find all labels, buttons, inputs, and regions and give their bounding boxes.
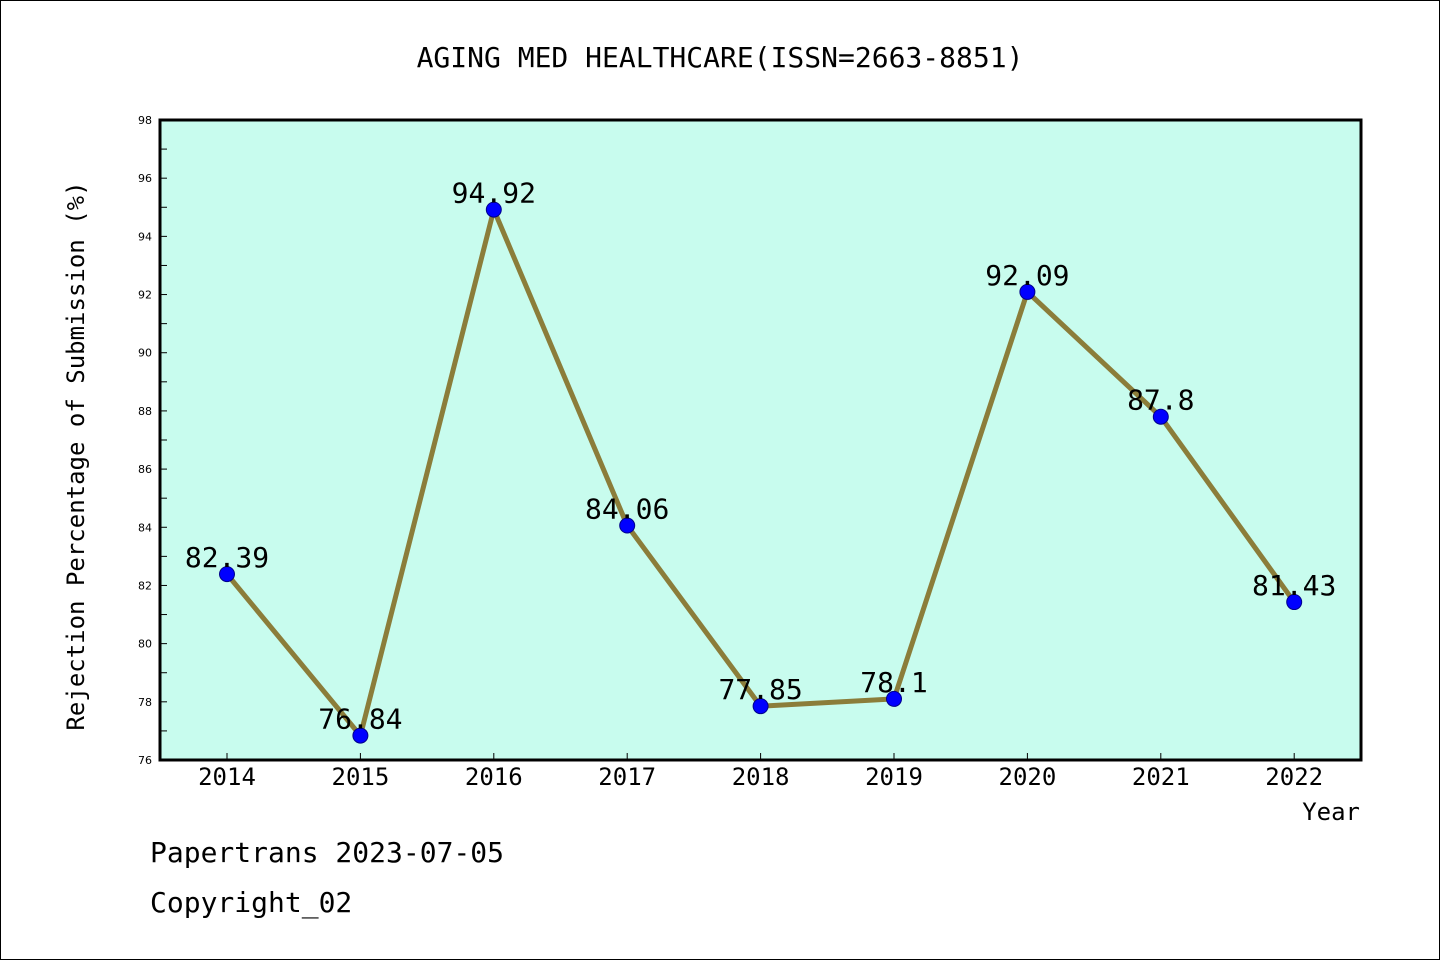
data-point [619,517,636,534]
y-tick-label: 90 [138,347,152,360]
data-label: 87.8 [1127,384,1194,417]
data-label: 76.84 [318,703,402,736]
data-label: 84.06 [585,493,669,526]
data-label: 94.92 [452,177,536,210]
x-tick-label: 2017 [598,763,656,791]
y-tick-label: 80 [138,638,152,651]
data-point [886,690,902,707]
data-point [1019,283,1036,300]
x-tick-label: 2020 [999,763,1057,791]
y-tick-label: 76 [138,754,152,767]
x-tick-label: 2014 [198,763,256,791]
data-label: 92.09 [985,259,1069,292]
data-label: 81.43 [1252,569,1336,602]
y-tick-label: 78 [138,696,152,709]
x-tick-label: 2021 [1132,763,1190,791]
data-label: 82.39 [185,541,269,574]
y-axis-label: Rejection Percentage of Submission (%) [62,181,90,730]
x-axis: 2014 2015 2016 2017 2018 2019 2020 2021 2022 [198,753,1323,791]
y-tick-label: 94 [138,230,152,243]
data-point [1286,594,1303,611]
y-tick-label: 92 [138,289,152,302]
data-point [219,566,235,583]
x-tick-label: 2016 [465,763,523,791]
x-tick-label: 2018 [732,763,790,791]
series-group [219,201,1303,744]
y-tick-label: 96 [138,172,152,185]
x-tick-label: 2015 [332,763,390,791]
x-tick-label: 2022 [1265,763,1323,791]
y-tick-label: 98 [138,114,152,127]
data-label: 78.1 [860,666,927,699]
data-point [1152,408,1169,425]
y-tick-label: 84 [138,521,152,534]
data-point [485,201,502,218]
data-label: 77.85 [718,673,802,706]
footer-date: Papertrans 2023-07-05 [150,836,505,869]
data-point [352,727,369,744]
y-tick-label: 88 [138,405,152,418]
data-label-group: 82.39 76.84 94.92 84.06 77.85 78.1 92.09 87.8 81… [185,177,1336,736]
x-axis-label: Year [1302,798,1360,826]
x-tick-label: 2019 [865,763,923,791]
data-point [752,698,769,715]
footer-copyright: Copyright_02 [150,886,353,919]
y-axis: 76 78 80 82 84 86 88 90 92 94 96 98 [138,114,167,767]
plot-area [158,118,1363,762]
chart-title: AGING MED HEALTHCARE(ISSN=2663-8851) [417,41,1024,74]
y-tick-label: 86 [138,463,152,476]
y-tick-label: 82 [138,579,152,592]
